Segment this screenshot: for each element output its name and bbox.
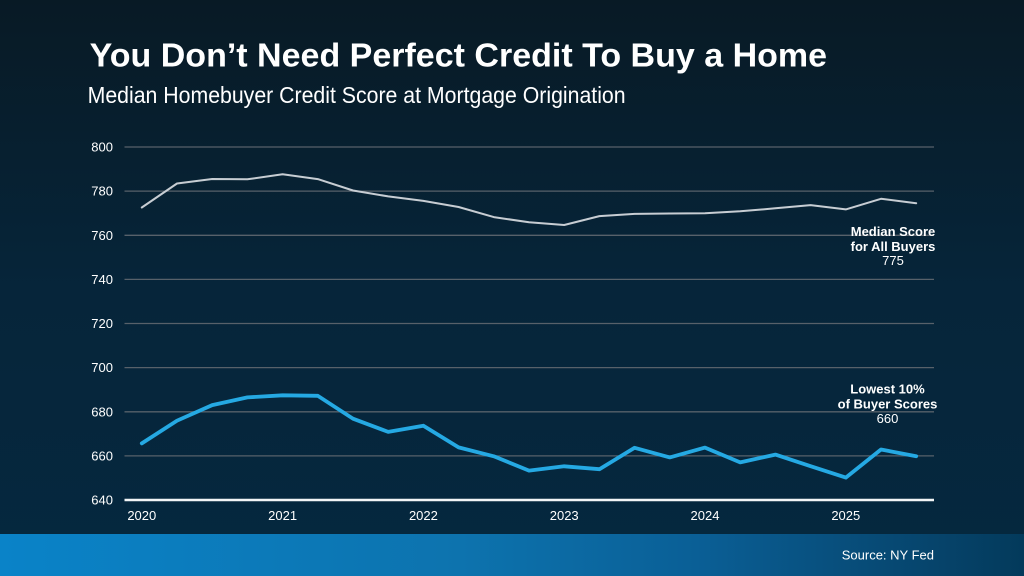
svg-text:Lowest 10%: Lowest 10% bbox=[850, 381, 925, 396]
svg-text:720: 720 bbox=[91, 316, 113, 331]
svg-text:2023: 2023 bbox=[550, 508, 579, 523]
svg-text:You Don’t Need Perfect Credit: You Don’t Need Perfect Credit To Buy a H… bbox=[90, 38, 828, 75]
svg-text:Median Score: Median Score bbox=[851, 224, 936, 239]
svg-text:700: 700 bbox=[91, 360, 113, 375]
svg-text:780: 780 bbox=[91, 184, 113, 199]
svg-text:Source: NY Fed: Source: NY Fed bbox=[842, 548, 934, 563]
svg-text:of Buyer Scores: of Buyer Scores bbox=[838, 397, 938, 412]
svg-text:680: 680 bbox=[91, 404, 113, 419]
svg-text:2020: 2020 bbox=[127, 508, 156, 523]
svg-text:for All Buyers: for All Buyers bbox=[851, 239, 936, 254]
svg-text:760: 760 bbox=[91, 228, 113, 243]
svg-text:2025: 2025 bbox=[831, 508, 860, 523]
svg-text:775: 775 bbox=[882, 253, 904, 268]
svg-text:640: 640 bbox=[91, 493, 113, 508]
svg-text:800: 800 bbox=[91, 140, 113, 155]
svg-text:Median Homebuyer Credit Score: Median Homebuyer Credit Score at Mortgag… bbox=[88, 82, 626, 108]
svg-text:660: 660 bbox=[91, 449, 113, 464]
svg-text:740: 740 bbox=[91, 272, 113, 287]
svg-text:2021: 2021 bbox=[268, 508, 297, 523]
svg-text:2022: 2022 bbox=[409, 508, 438, 523]
svg-text:2024: 2024 bbox=[691, 508, 720, 523]
svg-text:660: 660 bbox=[877, 411, 899, 426]
